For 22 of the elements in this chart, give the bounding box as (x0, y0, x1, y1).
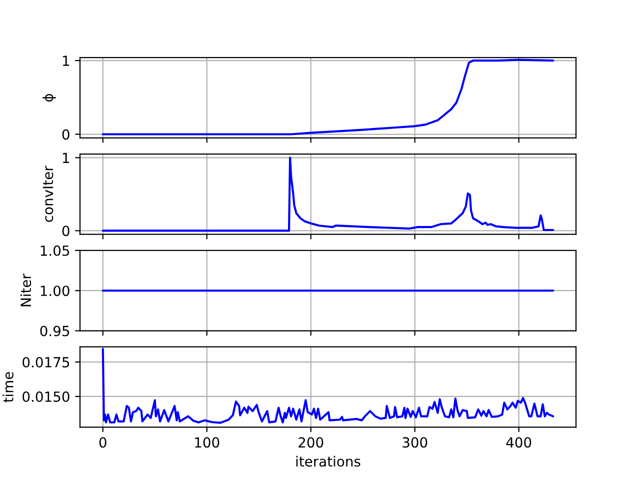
x-axis-title: iterations (296, 456, 360, 467)
y-tick-label: 1 (62, 56, 69, 66)
y-axis-title: Niter (20, 274, 32, 306)
x-tick-label: 400 (506, 437, 532, 448)
y-tick-label: 0 (62, 129, 70, 140)
x-tick-label: 300 (402, 437, 428, 448)
y-axis-title: time (2, 372, 14, 402)
line-series (102, 156, 554, 232)
x-tick-label: 200 (298, 437, 324, 448)
x-tick-label: 0 (99, 437, 106, 448)
y-tick-label: 1.05 (40, 245, 70, 256)
line-series (102, 58, 554, 136)
y-tick-label: 0 (62, 226, 70, 236)
y-tick-label: 1 (62, 152, 69, 163)
y-axis-title: ϕ (42, 94, 56, 102)
line-series (102, 348, 554, 424)
x-tick-label: 100 (195, 437, 220, 448)
y-tick-label: 0.95 (40, 326, 70, 336)
y-tick-label: 0.0175 (22, 356, 70, 368)
y-tick-label: 1.00 (40, 286, 70, 296)
y-axis-title: convIter (42, 166, 54, 222)
y-tick-label: 0.0150 (22, 391, 70, 402)
